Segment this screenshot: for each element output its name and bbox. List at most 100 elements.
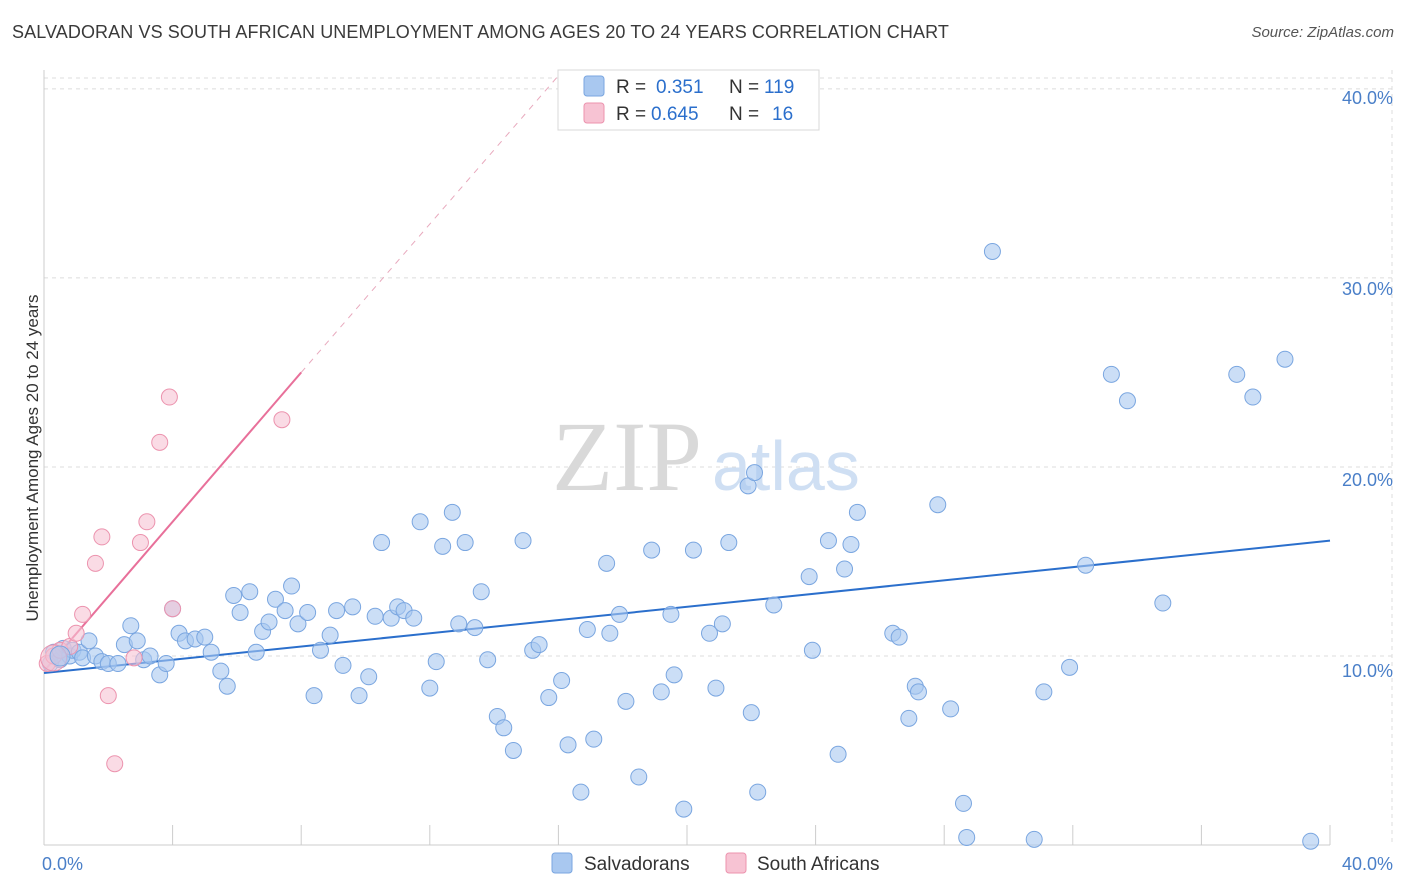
source-label: Source: ZipAtlas.com — [1251, 24, 1394, 41]
point-blue-96 — [803, 641, 821, 659]
point-blue-59 — [456, 534, 474, 552]
watermark: ZIP atlas — [552, 401, 860, 512]
point-blue-72 — [572, 783, 590, 801]
point-blue-75 — [598, 554, 616, 572]
point-blue-12 — [109, 655, 127, 673]
point-blue-26 — [212, 662, 230, 680]
axes — [43, 70, 1331, 846]
chart-title: SALVADORAN VS SOUTH AFRICAN UNEMPLOYMENT… — [12, 22, 949, 42]
point-blue-78 — [617, 692, 635, 710]
legend-swatch-blue — [583, 75, 605, 97]
point-pink-10 — [125, 649, 143, 667]
point-blue-42 — [328, 602, 346, 620]
x-tick-labels: 0.0% 40.0% — [42, 854, 1393, 874]
point-blue-70 — [553, 672, 571, 690]
x-tick-label-40: 40.0% — [1342, 854, 1393, 874]
point-blue-120 — [1244, 388, 1262, 406]
point-blue-99 — [836, 560, 854, 578]
point-blue-107 — [929, 496, 947, 514]
bottom-legend-south-africans: South Africans — [757, 854, 880, 875]
point-blue-36 — [283, 577, 301, 595]
legend-n-label-2: N = — [729, 104, 759, 125]
point-blue-87 — [707, 679, 725, 697]
y-tick-label-40: 40.0% — [1342, 88, 1393, 108]
point-blue-61 — [472, 583, 490, 601]
point-blue-100 — [842, 535, 860, 553]
point-blue-94 — [765, 596, 783, 614]
point-blue-41 — [321, 626, 339, 644]
point-blue-85 — [684, 541, 702, 559]
point-blue-29 — [231, 604, 249, 621]
point-blue-116 — [1102, 365, 1120, 383]
point-pink-13 — [151, 433, 169, 451]
watermark-atlas: atlas — [712, 427, 860, 505]
point-blue-104 — [900, 709, 918, 727]
point-blue-28 — [225, 586, 243, 604]
point-pink-15 — [164, 600, 182, 618]
legend-swatch-pink — [583, 102, 605, 124]
point-blue-43 — [334, 656, 352, 674]
bottom-legend-swatch-salvadorans — [551, 852, 573, 874]
point-blue-40 — [311, 641, 329, 659]
point-pink-8 — [99, 687, 117, 705]
point-blue-91 — [746, 464, 764, 482]
point-blue-39 — [305, 687, 323, 705]
legend-n-label-1: N = — [729, 77, 759, 98]
point-blue-110 — [958, 828, 976, 846]
legend-r-value-2: 0.645 — [651, 104, 699, 125]
point-blue-38 — [299, 604, 317, 621]
point-pink-11 — [131, 534, 149, 552]
bottom-legend: Salvadorans South Africans — [551, 852, 880, 875]
point-blue-108 — [942, 700, 960, 718]
point-blue-66 — [514, 532, 532, 550]
point-blue-47 — [366, 607, 384, 625]
point-blue-31 — [247, 643, 265, 661]
point-blue-53 — [411, 513, 429, 531]
y-tick-label-20: 20.0% — [1342, 470, 1393, 490]
bottom-legend-swatch-south-africans — [725, 852, 747, 874]
point-blue-65 — [504, 741, 522, 759]
point-blue-62 — [479, 651, 497, 669]
point-blue-89 — [720, 534, 738, 552]
point-blue-112 — [1025, 830, 1043, 848]
point-blue-48 — [373, 534, 391, 552]
legend-r-value-1: 0.351 — [656, 77, 704, 98]
point-blue-111 — [983, 242, 1001, 260]
point-blue-77 — [610, 605, 628, 623]
point-blue-88 — [713, 615, 731, 633]
point-blue-25 — [202, 643, 220, 661]
trend-line-extension-pink — [300, 75, 559, 373]
point-pink-6 — [86, 554, 104, 572]
point-blue-69 — [540, 689, 558, 707]
point-blue-52 — [405, 609, 423, 627]
point-blue-46 — [360, 668, 378, 686]
point-blue-92 — [742, 704, 760, 722]
point-blue-55 — [427, 653, 445, 671]
point-blue-95 — [800, 568, 818, 586]
legend-r-label-1: R = — [616, 77, 646, 98]
y-tick-label-10: 10.0% — [1342, 661, 1393, 681]
point-pink-4 — [67, 624, 85, 642]
point-pink-14 — [160, 388, 178, 406]
legend-r-label-2: R = — [616, 104, 646, 125]
bottom-legend-salvadorans: Salvadorans — [584, 854, 690, 875]
point-blue-24 — [196, 628, 214, 646]
point-blue-121 — [1276, 350, 1294, 368]
point-blue-86 — [701, 624, 719, 642]
point-blue-33 — [260, 613, 278, 631]
point-blue-115 — [1077, 556, 1095, 574]
point-blue-122 — [1302, 832, 1320, 850]
point-pink-5 — [74, 605, 92, 623]
point-blue-106 — [909, 683, 927, 701]
point-blue-103 — [890, 628, 908, 646]
y-tick-label-30: 30.0% — [1342, 279, 1393, 299]
point-pink-16 — [273, 411, 291, 429]
point-blue-35 — [276, 602, 294, 620]
point-blue-54 — [421, 679, 439, 697]
point-blue-45 — [350, 687, 368, 705]
point-blue-98 — [829, 745, 847, 763]
point-pink-12 — [138, 513, 156, 531]
point-blue-17 — [141, 647, 159, 665]
point-blue-68 — [530, 636, 548, 654]
